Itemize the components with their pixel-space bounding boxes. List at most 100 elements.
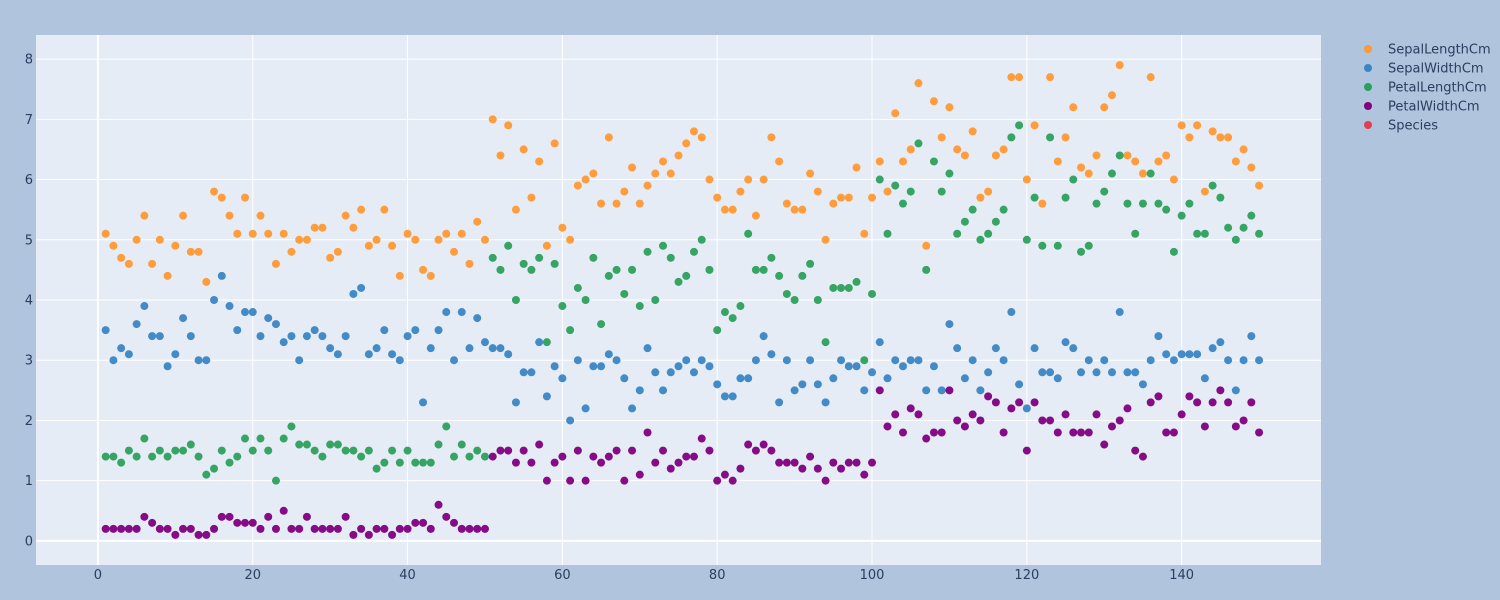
data-point[interactable] xyxy=(922,434,931,443)
data-point[interactable] xyxy=(333,440,342,449)
data-point[interactable] xyxy=(968,127,977,136)
data-point[interactable] xyxy=(612,446,621,455)
data-point[interactable] xyxy=(1069,175,1078,184)
data-point[interactable] xyxy=(666,253,675,262)
data-point[interactable] xyxy=(589,253,598,262)
data-point[interactable] xyxy=(202,470,211,479)
data-point[interactable] xyxy=(225,211,234,220)
data-point[interactable] xyxy=(1030,398,1039,407)
data-point[interactable] xyxy=(929,157,938,166)
data-point[interactable] xyxy=(1208,181,1217,190)
data-point[interactable] xyxy=(1247,398,1256,407)
data-point[interactable] xyxy=(620,476,629,485)
data-point[interactable] xyxy=(310,326,319,335)
data-point[interactable] xyxy=(1123,199,1132,208)
data-point[interactable] xyxy=(248,446,257,455)
data-point[interactable] xyxy=(194,247,203,256)
data-point[interactable] xyxy=(689,247,698,256)
data-point[interactable] xyxy=(1146,73,1155,82)
data-point[interactable] xyxy=(1224,133,1233,142)
data-point[interactable] xyxy=(333,350,342,359)
data-point[interactable] xyxy=(450,356,459,365)
data-point[interactable] xyxy=(511,458,520,467)
data-point[interactable] xyxy=(929,428,938,437)
data-point[interactable] xyxy=(419,518,428,527)
data-point[interactable] xyxy=(914,79,923,88)
data-point[interactable] xyxy=(1216,133,1225,142)
data-point[interactable] xyxy=(341,332,350,341)
data-point[interactable] xyxy=(101,229,110,238)
legend-item[interactable]: Species xyxy=(1364,119,1438,134)
data-point[interactable] xyxy=(1185,199,1194,208)
data-point[interactable] xyxy=(1061,338,1070,347)
data-point[interactable] xyxy=(597,199,606,208)
data-point[interactable] xyxy=(527,458,536,467)
data-point[interactable] xyxy=(426,524,435,533)
data-point[interactable] xyxy=(1208,398,1217,407)
data-point[interactable] xyxy=(233,452,242,461)
data-point[interactable] xyxy=(1107,422,1116,431)
data-point[interactable] xyxy=(1162,151,1171,160)
data-point[interactable] xyxy=(829,283,838,292)
data-point[interactable] xyxy=(310,446,319,455)
data-point[interactable] xyxy=(1022,404,1031,413)
data-point[interactable] xyxy=(318,332,327,341)
data-point[interactable] xyxy=(148,332,157,341)
data-point[interactable] xyxy=(705,446,714,455)
data-point[interactable] xyxy=(860,229,869,238)
data-point[interactable] xyxy=(643,247,652,256)
data-point[interactable] xyxy=(1123,404,1132,413)
data-point[interactable] xyxy=(1146,169,1155,178)
data-point[interactable] xyxy=(326,344,335,353)
data-point[interactable] xyxy=(241,308,250,317)
data-point[interactable] xyxy=(682,452,691,461)
data-point[interactable] xyxy=(1046,73,1055,82)
data-point[interactable] xyxy=(1007,133,1016,142)
data-point[interactable] xyxy=(256,434,265,443)
data-point[interactable] xyxy=(364,241,373,250)
data-point[interactable] xyxy=(279,338,288,347)
data-point[interactable] xyxy=(782,458,791,467)
data-point[interactable] xyxy=(837,193,846,202)
data-point[interactable] xyxy=(852,277,861,286)
data-point[interactable] xyxy=(163,362,172,371)
data-point[interactable] xyxy=(759,332,768,341)
data-point[interactable] xyxy=(813,380,822,389)
data-point[interactable] xyxy=(659,446,668,455)
data-point[interactable] xyxy=(728,392,737,401)
data-point[interactable] xyxy=(488,452,497,461)
data-point[interactable] xyxy=(326,524,335,533)
data-point[interactable] xyxy=(922,386,931,395)
data-point[interactable] xyxy=(527,265,536,274)
data-point[interactable] xyxy=(101,452,110,461)
data-point[interactable] xyxy=(1046,133,1055,142)
data-point[interactable] xyxy=(527,368,536,377)
data-point[interactable] xyxy=(1169,175,1178,184)
data-point[interactable] xyxy=(976,193,985,202)
data-point[interactable] xyxy=(968,410,977,419)
data-point[interactable] xyxy=(511,296,520,304)
data-point[interactable] xyxy=(326,440,335,449)
data-point[interactable] xyxy=(1216,193,1225,202)
data-point[interactable] xyxy=(1200,229,1209,238)
data-point[interactable] xyxy=(883,422,892,431)
data-point[interactable] xyxy=(504,241,513,250)
data-point[interactable] xyxy=(457,440,466,449)
data-point[interactable] xyxy=(674,362,683,371)
data-point[interactable] xyxy=(256,524,265,533)
data-point[interactable] xyxy=(419,398,428,407)
data-point[interactable] xyxy=(968,205,977,214)
data-point[interactable] xyxy=(1216,386,1225,395)
data-point[interactable] xyxy=(550,362,559,371)
data-point[interactable] xyxy=(1146,398,1155,407)
data-point[interactable] xyxy=(488,253,497,262)
data-point[interactable] xyxy=(968,356,977,365)
data-point[interactable] xyxy=(318,223,327,232)
data-point[interactable] xyxy=(403,332,412,341)
data-point[interactable] xyxy=(744,440,753,449)
data-point[interactable] xyxy=(1053,157,1062,166)
data-point[interactable] xyxy=(1107,91,1116,100)
data-point[interactable] xyxy=(868,193,877,202)
data-point[interactable] xyxy=(1162,428,1171,437)
data-point[interactable] xyxy=(860,356,869,365)
